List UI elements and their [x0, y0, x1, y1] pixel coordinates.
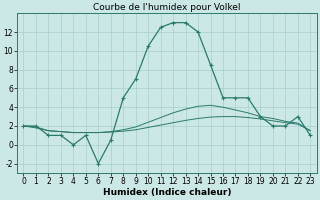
- Title: Courbe de l'humidex pour Volkel: Courbe de l'humidex pour Volkel: [93, 3, 241, 12]
- X-axis label: Humidex (Indice chaleur): Humidex (Indice chaleur): [103, 188, 231, 197]
